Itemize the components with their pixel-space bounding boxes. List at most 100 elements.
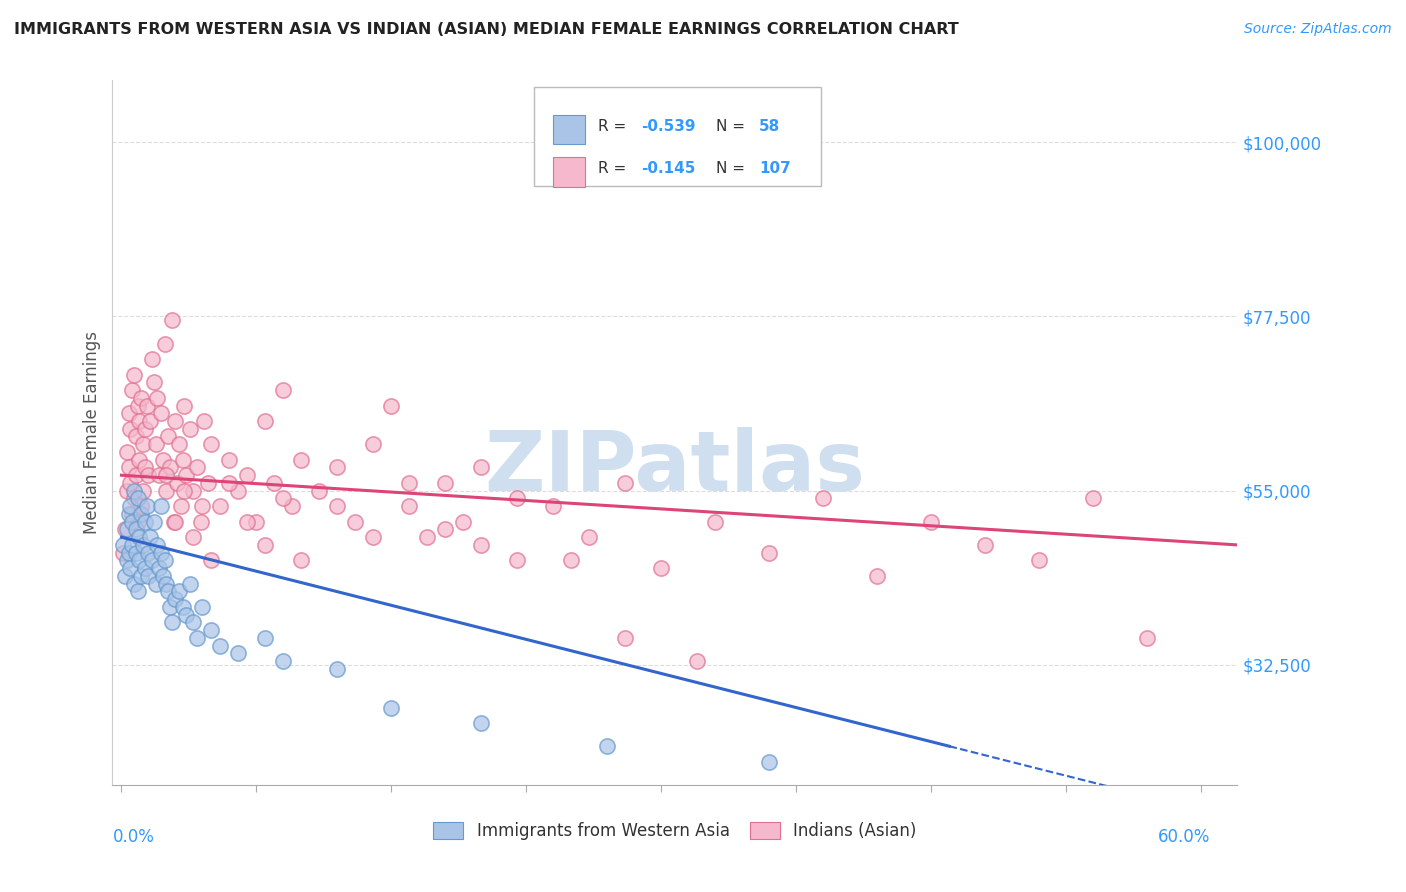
Point — [159, 460, 181, 475]
Point — [153, 553, 176, 567]
Text: N =: N = — [717, 120, 751, 134]
Point — [122, 491, 145, 506]
Point — [146, 391, 169, 405]
Point — [470, 460, 492, 475]
Point — [115, 553, 138, 567]
Text: 58: 58 — [759, 120, 780, 134]
Point — [148, 561, 170, 575]
Point — [128, 553, 150, 567]
Point — [245, 515, 267, 529]
Point — [163, 515, 186, 529]
Point — [135, 399, 157, 413]
Text: 107: 107 — [759, 161, 792, 177]
Point — [290, 452, 312, 467]
Point — [172, 452, 194, 467]
Point — [150, 406, 173, 420]
Point — [121, 538, 143, 552]
Point — [155, 483, 177, 498]
Point — [134, 515, 156, 529]
Point — [254, 414, 277, 428]
Point — [138, 546, 160, 560]
Point — [145, 576, 167, 591]
Point — [125, 523, 148, 537]
Point — [112, 538, 135, 552]
Point — [160, 313, 183, 327]
Point — [128, 414, 150, 428]
Point — [186, 460, 208, 475]
Point — [920, 515, 942, 529]
Point — [170, 499, 193, 513]
Point — [813, 491, 835, 506]
Point — [614, 475, 637, 490]
Point — [122, 576, 145, 591]
Point — [152, 569, 174, 583]
Point — [138, 569, 160, 583]
Point — [139, 530, 162, 544]
Point — [263, 475, 285, 490]
Legend: Immigrants from Western Asia, Indians (Asian): Immigrants from Western Asia, Indians (A… — [426, 815, 924, 847]
Point — [112, 546, 135, 560]
Point — [125, 546, 148, 560]
Point — [118, 546, 141, 560]
Point — [120, 475, 142, 490]
Point — [152, 452, 174, 467]
Point — [167, 437, 190, 451]
Point — [363, 437, 385, 451]
Point — [121, 383, 143, 397]
Point — [218, 452, 240, 467]
Point — [209, 639, 232, 653]
Point — [236, 515, 259, 529]
Point — [157, 429, 180, 443]
Point — [172, 599, 194, 614]
Point — [174, 468, 197, 483]
Point — [200, 553, 222, 567]
Point — [236, 468, 259, 483]
Point — [1083, 491, 1105, 506]
Point — [578, 530, 600, 544]
Point — [200, 623, 222, 637]
Point — [228, 483, 250, 498]
Point — [470, 716, 492, 731]
Point — [758, 755, 780, 769]
Point — [115, 523, 138, 537]
Point — [145, 437, 167, 451]
Point — [118, 406, 141, 420]
Point — [416, 530, 439, 544]
Point — [434, 475, 457, 490]
Point — [165, 592, 187, 607]
Point — [197, 475, 219, 490]
Point — [125, 468, 148, 483]
Point — [114, 569, 136, 583]
Point — [120, 499, 142, 513]
Point — [121, 507, 143, 521]
Y-axis label: Median Female Earnings: Median Female Earnings — [83, 331, 101, 534]
Point — [142, 515, 165, 529]
Point — [209, 499, 232, 513]
Point — [135, 499, 157, 513]
Point — [139, 414, 162, 428]
Point — [120, 422, 142, 436]
Point — [308, 483, 330, 498]
Point — [127, 491, 149, 506]
Point — [543, 499, 565, 513]
Point — [121, 515, 143, 529]
Point — [191, 499, 214, 513]
Text: -0.145: -0.145 — [641, 161, 696, 177]
Point — [174, 607, 197, 622]
Point — [115, 445, 138, 459]
Point — [127, 584, 149, 599]
Point — [344, 515, 367, 529]
Point — [132, 483, 155, 498]
Point — [132, 437, 155, 451]
Point — [326, 460, 349, 475]
Point — [114, 523, 136, 537]
Point — [134, 561, 156, 575]
Point — [183, 483, 205, 498]
Point — [326, 662, 349, 676]
Point — [157, 584, 180, 599]
Point — [363, 530, 385, 544]
Point — [398, 499, 420, 513]
Point — [150, 546, 173, 560]
Point — [138, 468, 160, 483]
Point — [228, 646, 250, 660]
